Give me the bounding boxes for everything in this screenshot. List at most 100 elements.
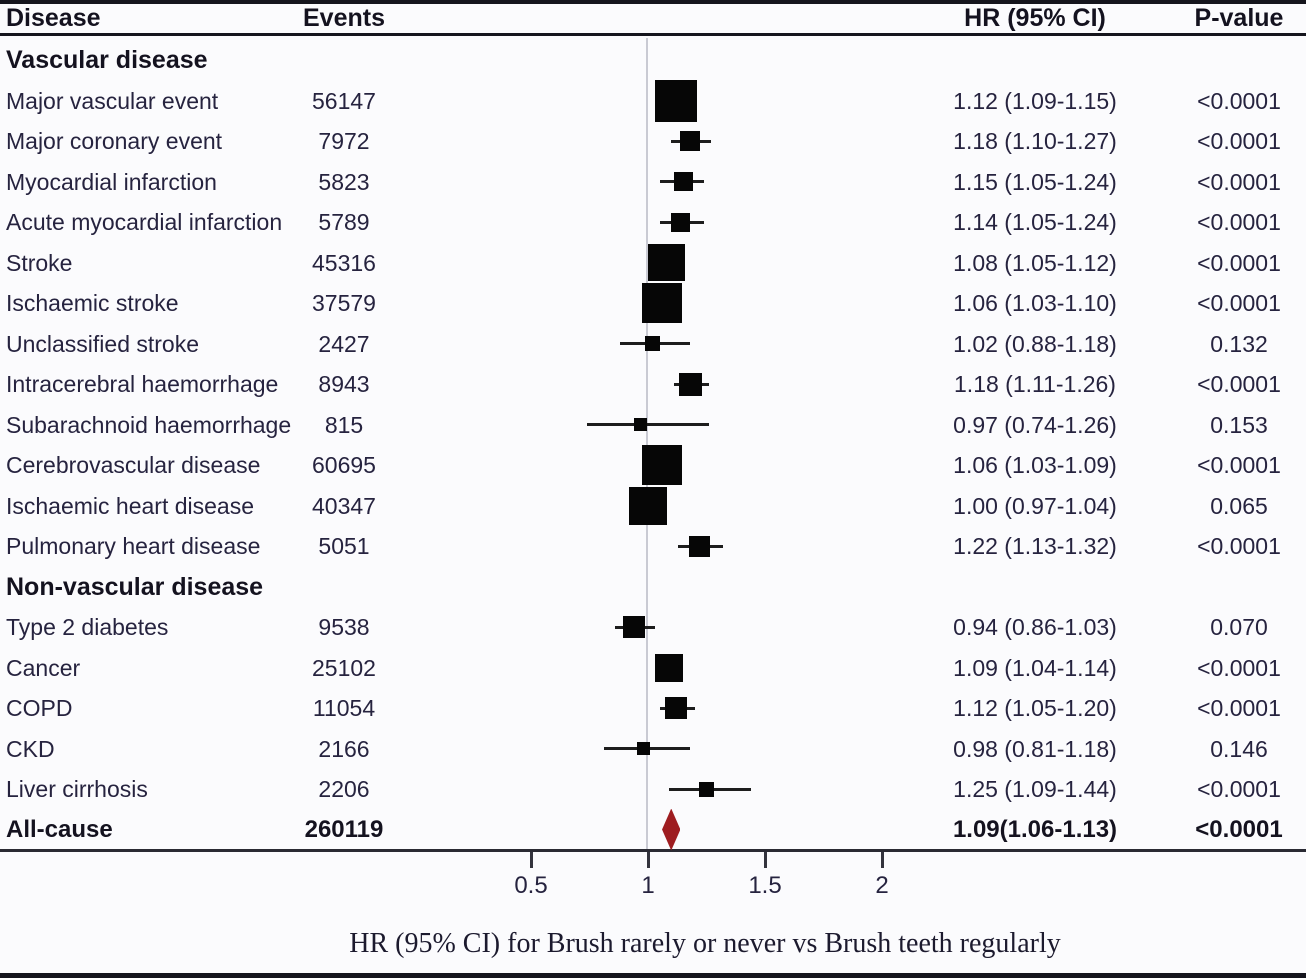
hr-ci-value: 1.15 (1.05-1.24) xyxy=(953,168,1117,195)
events-value: 2166 xyxy=(318,735,370,762)
hr-ci-value: 1.09(1.06-1.13) xyxy=(952,815,1118,843)
disease-label: All-cause xyxy=(6,815,113,843)
p-value: <0.0001 xyxy=(1197,87,1281,114)
hr-ci-value: 1.09 (1.04-1.14) xyxy=(953,654,1117,681)
disease-label: Pulmonary heart disease xyxy=(6,533,261,559)
events-value: 8943 xyxy=(318,371,370,397)
p-value: <0.0001 xyxy=(1197,776,1281,802)
disease-label: Myocardial infarction xyxy=(6,168,217,195)
disease-label: Cerebrovascular disease xyxy=(6,452,261,478)
p-value: <0.0001 xyxy=(1197,290,1281,316)
estimate-square xyxy=(680,131,701,151)
column-header-hr: HR (95% CI) xyxy=(964,4,1106,32)
disease-label: Major coronary event xyxy=(6,128,223,154)
estimate-square xyxy=(648,244,686,281)
events-value: 7972 xyxy=(318,128,370,154)
estimate-square xyxy=(622,616,645,638)
events-value: 5823 xyxy=(318,168,370,195)
p-value: <0.0001 xyxy=(1197,452,1281,478)
events-value: 25102 xyxy=(312,654,376,681)
estimate-square xyxy=(688,535,710,557)
p-value: 0.146 xyxy=(1210,735,1268,762)
hr-ci-value: 1.06 (1.03-1.09) xyxy=(953,452,1117,478)
estimate-square xyxy=(678,372,702,396)
axis-tick-label: 1.5 xyxy=(748,872,782,899)
column-header-pvalue: P-value xyxy=(1194,4,1284,32)
hr-ci-value: 1.22 (1.13-1.32) xyxy=(953,533,1117,559)
hr-ci-value: 1.12 (1.05-1.20) xyxy=(953,695,1117,721)
disease-label: Cancer xyxy=(6,654,81,681)
disease-label: Liver cirrhosis xyxy=(6,776,148,802)
header-underline xyxy=(0,33,1306,36)
estimate-square xyxy=(636,742,650,755)
top-border xyxy=(0,0,1306,4)
axis-tick xyxy=(764,852,767,868)
section-header: Non-vascular disease xyxy=(6,572,264,601)
events-value: 11054 xyxy=(312,695,376,721)
p-value: <0.0001 xyxy=(1197,695,1281,721)
hr-ci-value: 1.18 (1.10-1.27) xyxy=(953,128,1117,154)
p-value: <0.0001 xyxy=(1197,654,1281,681)
events-value: 56147 xyxy=(312,87,376,114)
axis-tick-label: 2 xyxy=(875,872,889,899)
ci-whisker xyxy=(587,423,709,426)
disease-label: CKD xyxy=(6,735,55,762)
events-value: 2427 xyxy=(318,330,370,357)
events-value: 5789 xyxy=(318,209,370,235)
estimate-square xyxy=(655,653,684,682)
disease-label: Subarachnoid haemorrhage xyxy=(6,411,292,438)
estimate-square xyxy=(673,172,693,191)
disease-label: Intracerebral haemorrhage xyxy=(6,371,279,397)
p-value: 0.132 xyxy=(1210,330,1268,357)
hr-ci-value: 1.14 (1.05-1.24) xyxy=(953,209,1117,235)
estimate-square xyxy=(642,283,683,323)
axis-tick xyxy=(530,852,533,868)
p-value: <0.0001 xyxy=(1197,371,1281,397)
hr-ci-value: 0.97 (0.74-1.26) xyxy=(953,411,1117,438)
hr-ci-value: 1.25 (1.09-1.44) xyxy=(953,776,1117,802)
estimate-square xyxy=(699,781,714,797)
summary-diamond xyxy=(662,808,681,851)
disease-label: Stroke xyxy=(6,249,73,276)
hr-ci-value: 1.12 (1.09-1.15) xyxy=(953,87,1117,114)
hr-ci-value: 1.08 (1.05-1.12) xyxy=(953,249,1117,276)
disease-label: Major vascular event xyxy=(6,87,219,114)
p-value: <0.0001 xyxy=(1197,209,1281,235)
estimate-square xyxy=(642,445,683,485)
column-header-events: Events xyxy=(303,4,385,32)
events-value: 60695 xyxy=(312,452,376,478)
events-value: 45316 xyxy=(312,249,376,276)
hr-ci-value: 0.94 (0.86-1.03) xyxy=(953,614,1117,640)
hr-ci-value: 1.02 (0.88-1.18) xyxy=(953,330,1117,357)
events-value: 2206 xyxy=(318,776,370,802)
estimate-square xyxy=(645,336,661,351)
disease-label: Ischaemic heart disease xyxy=(6,492,255,519)
p-value: <0.0001 xyxy=(1197,128,1281,154)
axis-tick-label: 1 xyxy=(641,872,655,899)
p-value: 0.070 xyxy=(1210,614,1268,640)
disease-label: Ischaemic stroke xyxy=(6,290,179,316)
axis-tick xyxy=(881,852,884,868)
p-value: 0.153 xyxy=(1210,411,1268,438)
estimate-square xyxy=(655,79,698,122)
disease-label: Type 2 diabetes xyxy=(6,614,169,640)
column-header-disease: Disease xyxy=(6,4,101,32)
disease-label: Unclassified stroke xyxy=(6,330,200,357)
events-value: 40347 xyxy=(312,492,376,519)
hr-ci-value: 0.98 (0.81-1.18) xyxy=(953,735,1117,762)
disease-label: COPD xyxy=(6,695,73,721)
events-value: 260119 xyxy=(304,815,384,843)
estimate-square xyxy=(629,486,667,525)
reference-line xyxy=(646,38,648,849)
bottom-border xyxy=(0,973,1306,978)
section-header: Vascular disease xyxy=(6,46,208,74)
axis-line xyxy=(0,849,1306,852)
axis-tick-label: 0.5 xyxy=(514,872,548,899)
p-value: <0.0001 xyxy=(1197,168,1281,195)
p-value: <0.0001 xyxy=(1195,815,1283,843)
p-value: <0.0001 xyxy=(1197,249,1281,276)
disease-label: Acute myocardial infarction xyxy=(6,209,283,235)
hr-ci-value: 1.18 (1.11-1.26) xyxy=(954,371,1116,397)
estimate-square xyxy=(671,212,691,232)
